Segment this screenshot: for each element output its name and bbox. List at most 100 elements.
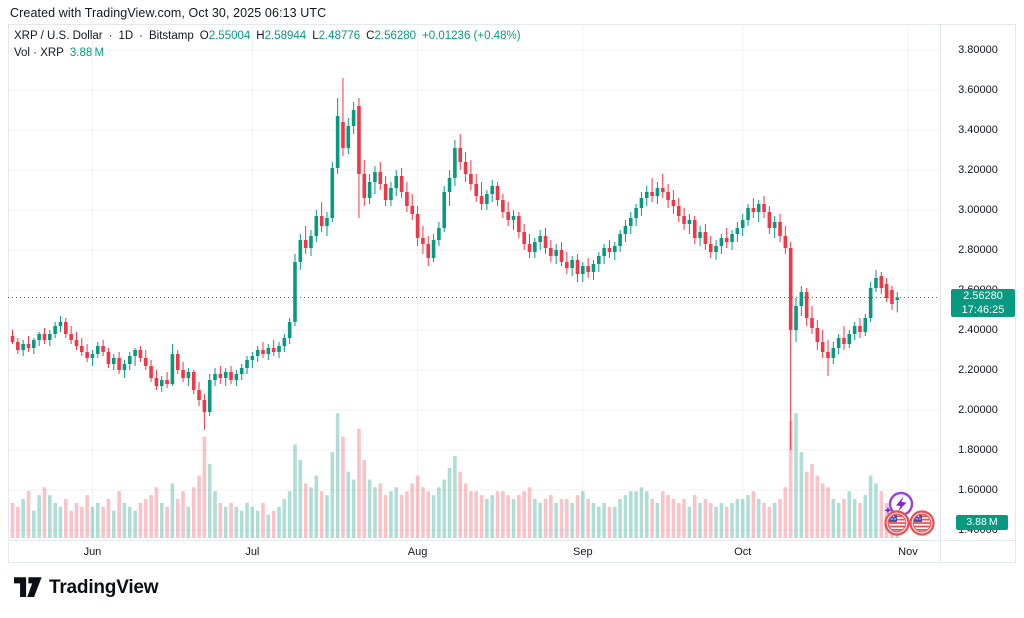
candle: [287, 322, 292, 338]
candle: [410, 206, 415, 214]
candle: [479, 196, 484, 204]
candle: [181, 370, 185, 378]
candle: [671, 200, 676, 206]
candle: [852, 326, 857, 334]
candle: [804, 292, 809, 318]
interval-label: 1D: [118, 30, 134, 42]
separator-dot: ·: [139, 30, 144, 42]
tradingview-branding: TradingView: [14, 575, 159, 600]
candle: [810, 318, 814, 328]
candle: [101, 346, 105, 352]
volume-bar: [762, 502, 766, 538]
volume-bar: [554, 502, 558, 538]
price-axis-label: 3.00000: [958, 204, 998, 216]
volume-bar: [623, 495, 628, 538]
symbol-name: XRP / U.S. Dollar: [14, 30, 103, 42]
volume-bar: [58, 506, 63, 538]
candle: [868, 288, 873, 318]
candle: [687, 220, 692, 224]
pane-left-border: [8, 24, 9, 562]
candle: [154, 378, 159, 386]
volume-bar: [378, 483, 383, 538]
time-axis[interactable]: Jun Jul Aug Sep Oct Nov: [0, 544, 1024, 561]
candle: [389, 188, 393, 200]
volume-bar: [581, 491, 585, 538]
volume-bar: [533, 499, 537, 538]
volume-bar: [746, 495, 750, 538]
volume-bar: [485, 499, 489, 538]
candle: [495, 186, 500, 200]
candle: [730, 234, 734, 242]
volume-bar: [346, 471, 351, 538]
price-axis-label: 1.80000: [958, 444, 998, 456]
volume-bar: [847, 491, 852, 538]
candle: [378, 172, 383, 184]
candle: [762, 204, 766, 212]
candle: [95, 346, 100, 354]
price-axis[interactable]: 3.80000 3.60000 3.40000 3.20000 3.00000 2.800…: [940, 24, 1016, 562]
volume-bar: [517, 495, 521, 538]
volume-bar: [874, 483, 878, 538]
candle: [708, 244, 713, 252]
volume-bar: [474, 491, 479, 538]
time-axis-label: Nov: [898, 546, 918, 558]
candle: [581, 266, 585, 274]
candle: [261, 350, 265, 354]
candle: [277, 346, 281, 352]
candle: [282, 338, 287, 346]
candle: [511, 216, 516, 220]
candle: [127, 356, 132, 364]
volume-bar: [101, 506, 105, 538]
volume-bar: [490, 495, 494, 538]
volume-bar: [756, 499, 761, 538]
attribution-text: Created with TradingView.com, Oct 30, 20…: [10, 6, 327, 20]
current-price-badge: 2.56280 17:46:25: [951, 289, 1015, 318]
candle: [218, 374, 223, 378]
price-axis-label: 3.80000: [958, 44, 998, 56]
volume-bar: [42, 487, 47, 538]
candle: [229, 372, 233, 380]
volume-bar: [287, 491, 292, 538]
candle: [138, 350, 143, 358]
volume-bar: [85, 495, 89, 538]
volume-bar: [676, 502, 681, 538]
volume-bar: [26, 491, 31, 538]
candle: [884, 284, 889, 298]
volume-bar: [143, 499, 148, 538]
time-axis-label: Oct: [734, 546, 752, 558]
current-volume-badge: 3.88 M: [956, 515, 1008, 531]
volume-bar: [421, 487, 425, 538]
volume-bar: [111, 510, 116, 538]
volume-bar: [820, 483, 825, 538]
candle: [740, 220, 745, 228]
volume-bar: [501, 491, 505, 538]
volume-bar: [612, 506, 617, 538]
close-value: C2.56280: [366, 30, 417, 42]
candle: [149, 366, 153, 378]
candle: [213, 374, 217, 380]
candle: [74, 340, 79, 346]
candle: [197, 390, 201, 400]
candle: [724, 238, 729, 242]
candle: [554, 250, 558, 256]
volume-bar: [884, 502, 889, 538]
candle: [842, 338, 846, 344]
volume-bar: [714, 506, 718, 538]
volume-bar: [357, 428, 361, 538]
volume-bar: [778, 499, 782, 538]
volume-bar: [133, 510, 137, 538]
volume-bar: [64, 499, 68, 538]
volume-bar: [229, 502, 233, 538]
candle: [48, 334, 52, 340]
candle: [618, 234, 622, 246]
volume-bar: [447, 467, 452, 538]
volume-bar: [90, 506, 95, 538]
volume-bar: [810, 463, 814, 538]
candle: [858, 326, 862, 332]
volume-bar: [261, 502, 265, 538]
volume-bar: [890, 506, 894, 538]
volume-bar: [458, 471, 463, 538]
volume-bar: [405, 491, 409, 538]
candle: [10, 336, 15, 342]
